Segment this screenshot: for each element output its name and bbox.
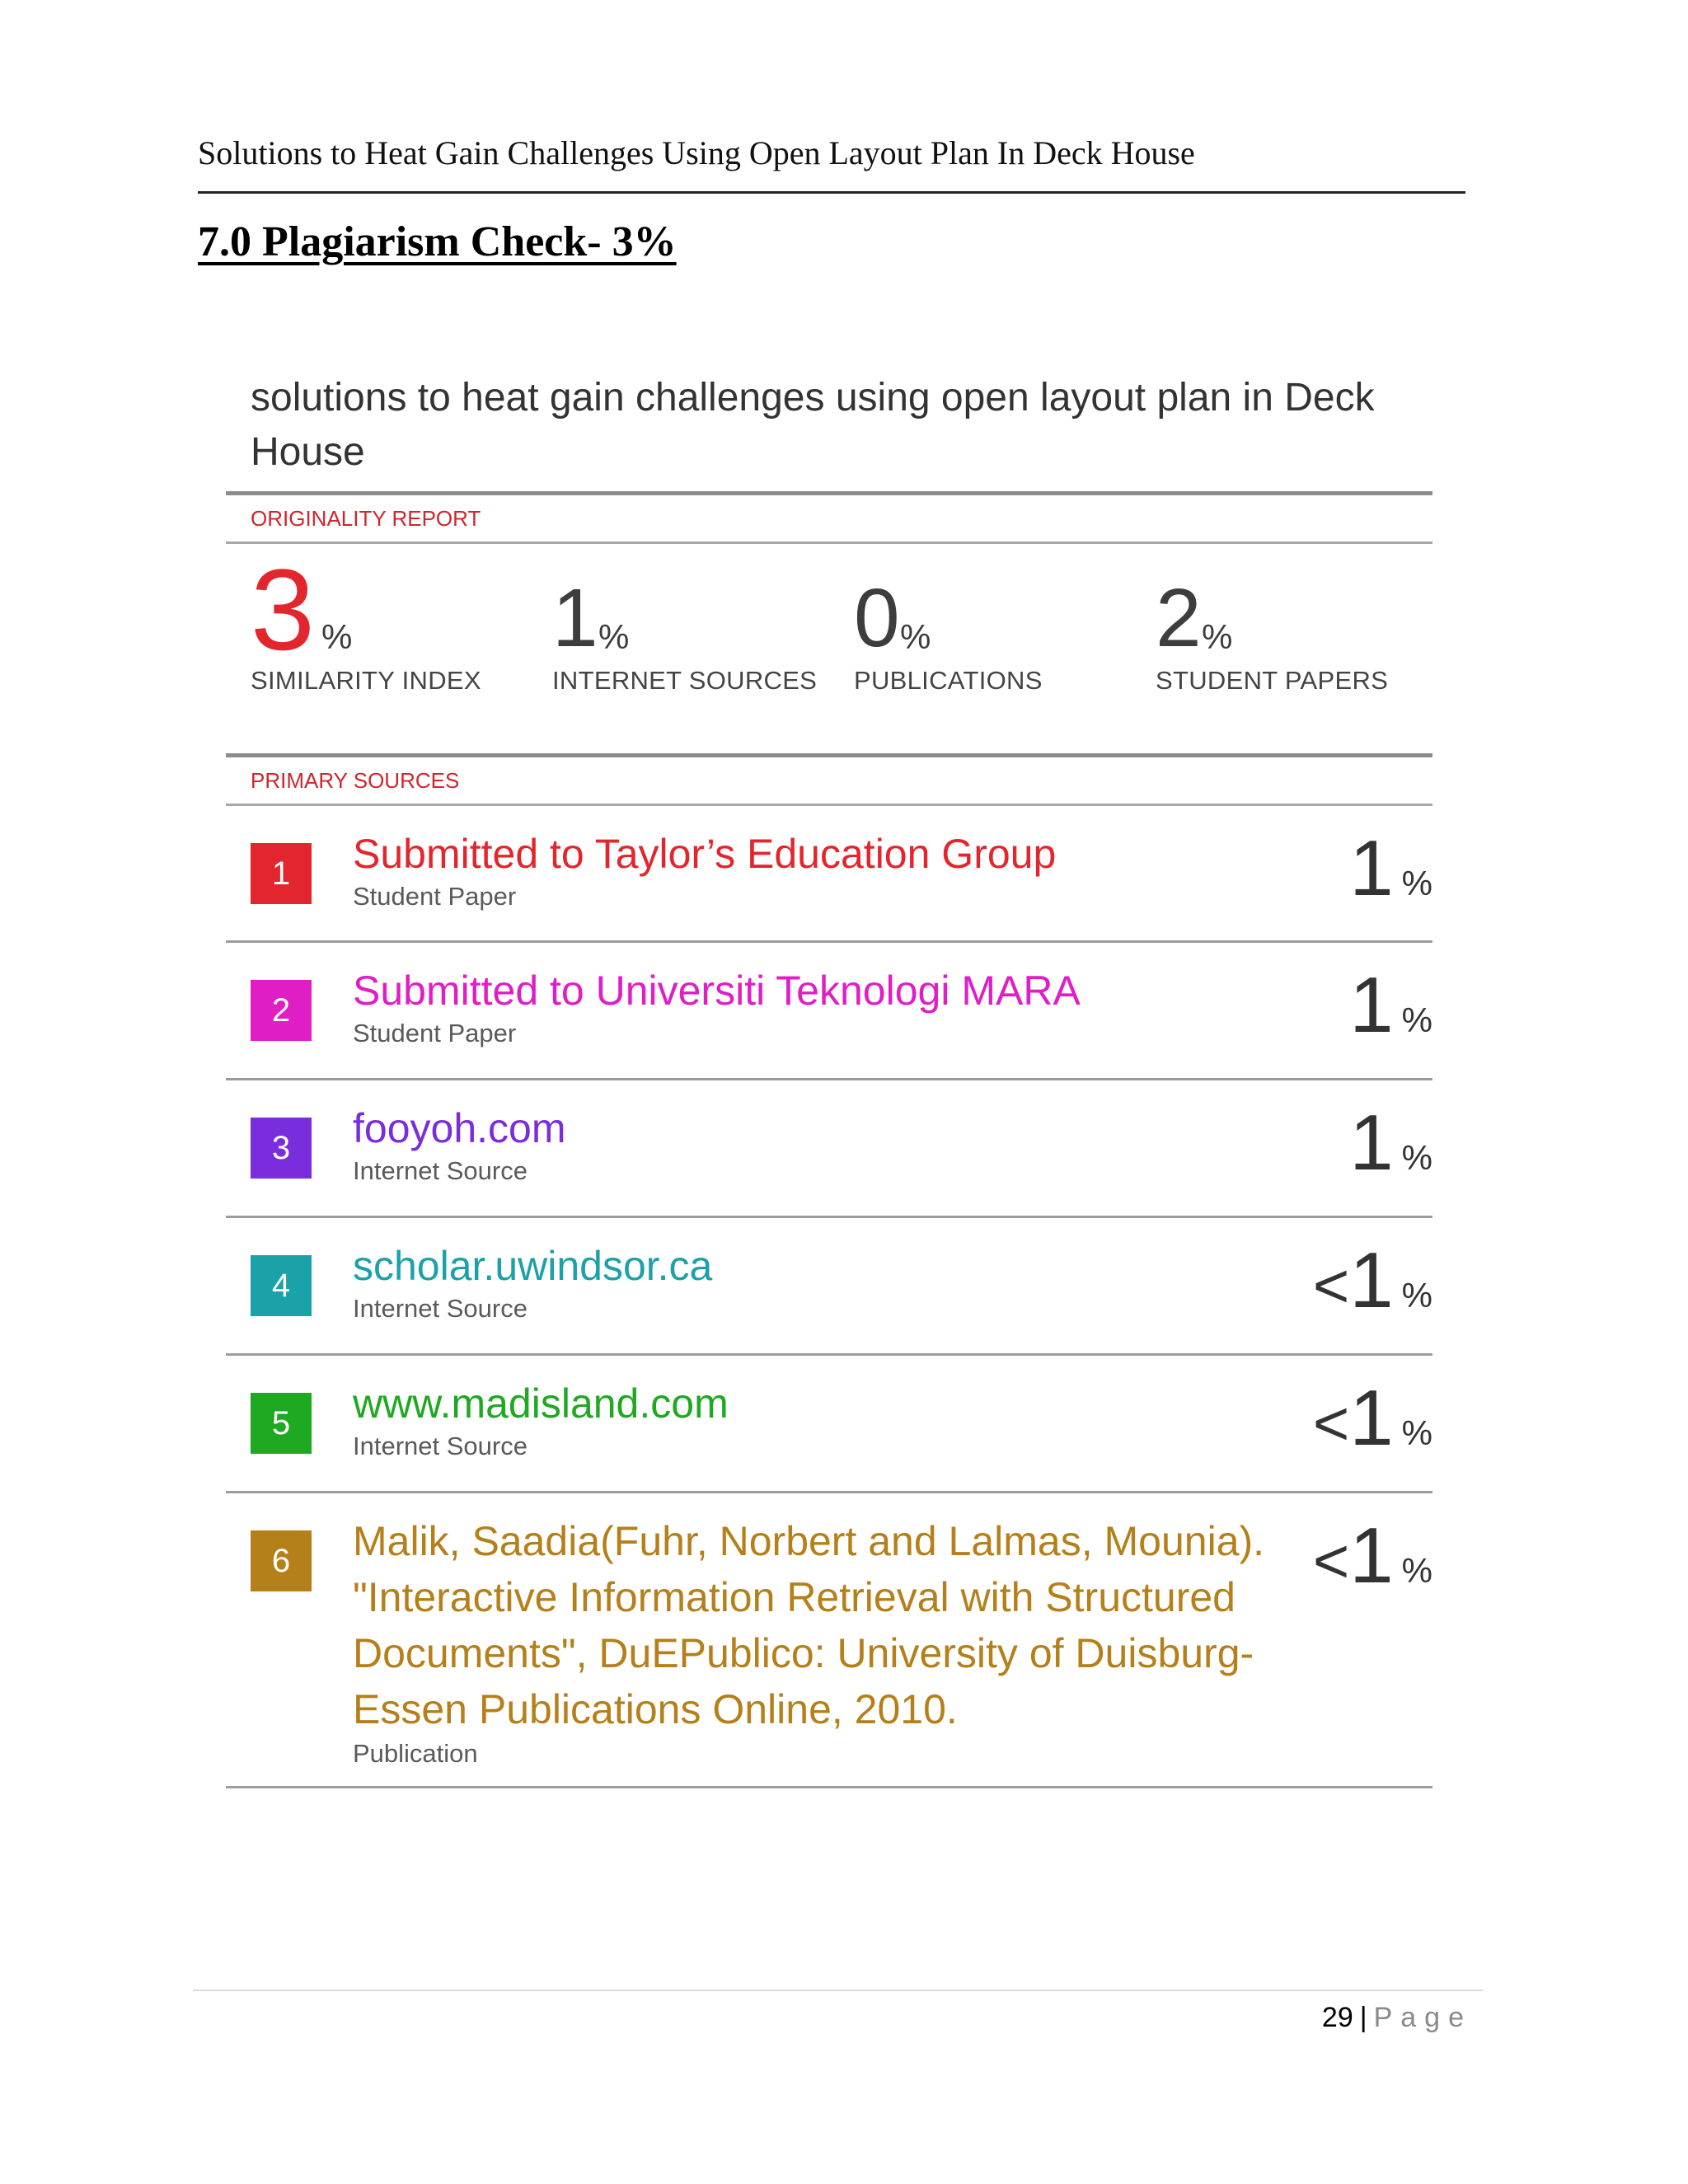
source-prefix: < — [1312, 1251, 1350, 1321]
source-type: Student Paper — [353, 1019, 517, 1047]
source-unit: % — [1401, 1276, 1432, 1315]
source-percentage: <1% — [1313, 1241, 1432, 1320]
primary-sources-label: PRIMARY SOURCES — [251, 768, 460, 793]
source-prefix: < — [1312, 1389, 1350, 1459]
stat-label: SIMILARITY INDEX — [251, 666, 481, 695]
source-type: Internet Source — [353, 1156, 528, 1185]
stat-unit: % — [1202, 617, 1233, 656]
primary-sources-divider — [226, 804, 1432, 806]
header-divider — [198, 191, 1465, 194]
source-percentage: 1% — [1349, 1104, 1432, 1183]
source-prefix: < — [1312, 1526, 1350, 1596]
source-row: 5 www.madisland.com Internet Source <1% — [226, 1356, 1432, 1493]
source-type: Internet Source — [353, 1294, 528, 1323]
source-percentage: 1% — [1349, 966, 1432, 1045]
page-separator: | — [1359, 2002, 1367, 2033]
page-number: 29 — [1321, 2002, 1353, 2033]
report-title-divider — [226, 491, 1432, 495]
stat-unit: % — [900, 617, 931, 656]
source-unit: % — [1401, 1413, 1432, 1452]
stat-label: PUBLICATIONS — [854, 666, 1043, 695]
source-value: 1 — [1349, 1374, 1394, 1462]
stat-label: INTERNET SOURCES — [552, 666, 818, 695]
source-unit: % — [1401, 1001, 1432, 1039]
source-number-badge: 6 — [251, 1530, 312, 1591]
source-number-badge: 1 — [251, 843, 312, 904]
stat-unit: % — [598, 617, 630, 656]
running-header-title: Solutions to Heat Gain Challenges Using … — [198, 134, 1195, 171]
page-footer: 29 | Page — [1322, 1994, 1472, 2041]
source-unit: % — [1401, 864, 1432, 902]
source-type: Student Paper — [353, 882, 517, 911]
source-unit: % — [1401, 1138, 1432, 1177]
footer-divider — [193, 1990, 1484, 1991]
originality-report-label: ORIGINALITY REPORT — [251, 506, 481, 531]
stats-divider — [226, 753, 1432, 757]
source-row: 4 scholar.uwindsor.ca Internet Source <1… — [226, 1218, 1432, 1356]
source-value: 1 — [1349, 1236, 1394, 1324]
source-row: 6 Malik, Saadia(Fuhr, Norbert and Lalmas… — [226, 1493, 1432, 1788]
source-percentage: 1% — [1349, 829, 1432, 908]
source-title: fooyoh.com — [353, 1105, 566, 1151]
report-title: solutions to heat gain challenges using … — [251, 376, 1375, 474]
source-title: Submitted to Taylor’s Education Group — [353, 831, 1057, 877]
source-number-badge: 5 — [251, 1393, 312, 1454]
source-number-badge: 2 — [251, 980, 312, 1041]
similarity-stats: 3 % SIMILARITY INDEX 1 % INTERNET SOURCE… — [226, 544, 1432, 753]
source-title: Submitted to Universiti Teknologi MARA — [353, 968, 1081, 1014]
stat-value: 1 — [552, 572, 598, 664]
stat-value: 2 — [1156, 572, 1202, 664]
source-value: 1 — [1349, 824, 1394, 912]
source-title: Malik, Saadia(Fuhr, Norbert and Lalmas, … — [353, 1518, 1265, 1732]
source-unit: % — [1401, 1551, 1432, 1590]
stat-unit: % — [321, 617, 353, 656]
source-number-badge: 4 — [251, 1255, 312, 1316]
source-row: 2 Submitted to Universiti Teknologi MARA… — [226, 943, 1432, 1080]
page-word: Page — [1373, 2002, 1472, 2033]
source-value: 1 — [1349, 961, 1394, 1049]
source-title: www.madisland.com — [353, 1380, 729, 1427]
source-percentage: <1% — [1313, 1379, 1432, 1458]
stat-label: STUDENT PAPERS — [1156, 666, 1389, 695]
source-type: Internet Source — [353, 1432, 528, 1460]
source-title: scholar.uwindsor.ca — [353, 1243, 713, 1289]
primary-sources-list: 1 Submitted to Taylor’s Education Group … — [226, 806, 1432, 1788]
source-type: Publication — [353, 1739, 478, 1768]
source-value: 1 — [1349, 1099, 1394, 1187]
section-heading: 7.0 Plagiarism Check- 3% — [198, 218, 677, 265]
source-row: 3 fooyoh.com Internet Source 1% — [226, 1080, 1432, 1218]
source-value: 1 — [1349, 1511, 1394, 1600]
originality-report: solutions to heat gain challenges using … — [226, 371, 1432, 1788]
stat-value: 0 — [854, 572, 900, 664]
originality-divider — [226, 541, 1432, 544]
source-number-badge: 3 — [251, 1118, 312, 1179]
source-percentage: <1% — [1313, 1516, 1432, 1596]
stat-value: 3 — [251, 545, 315, 674]
source-row: 1 Submitted to Taylor’s Education Group … — [226, 806, 1432, 943]
